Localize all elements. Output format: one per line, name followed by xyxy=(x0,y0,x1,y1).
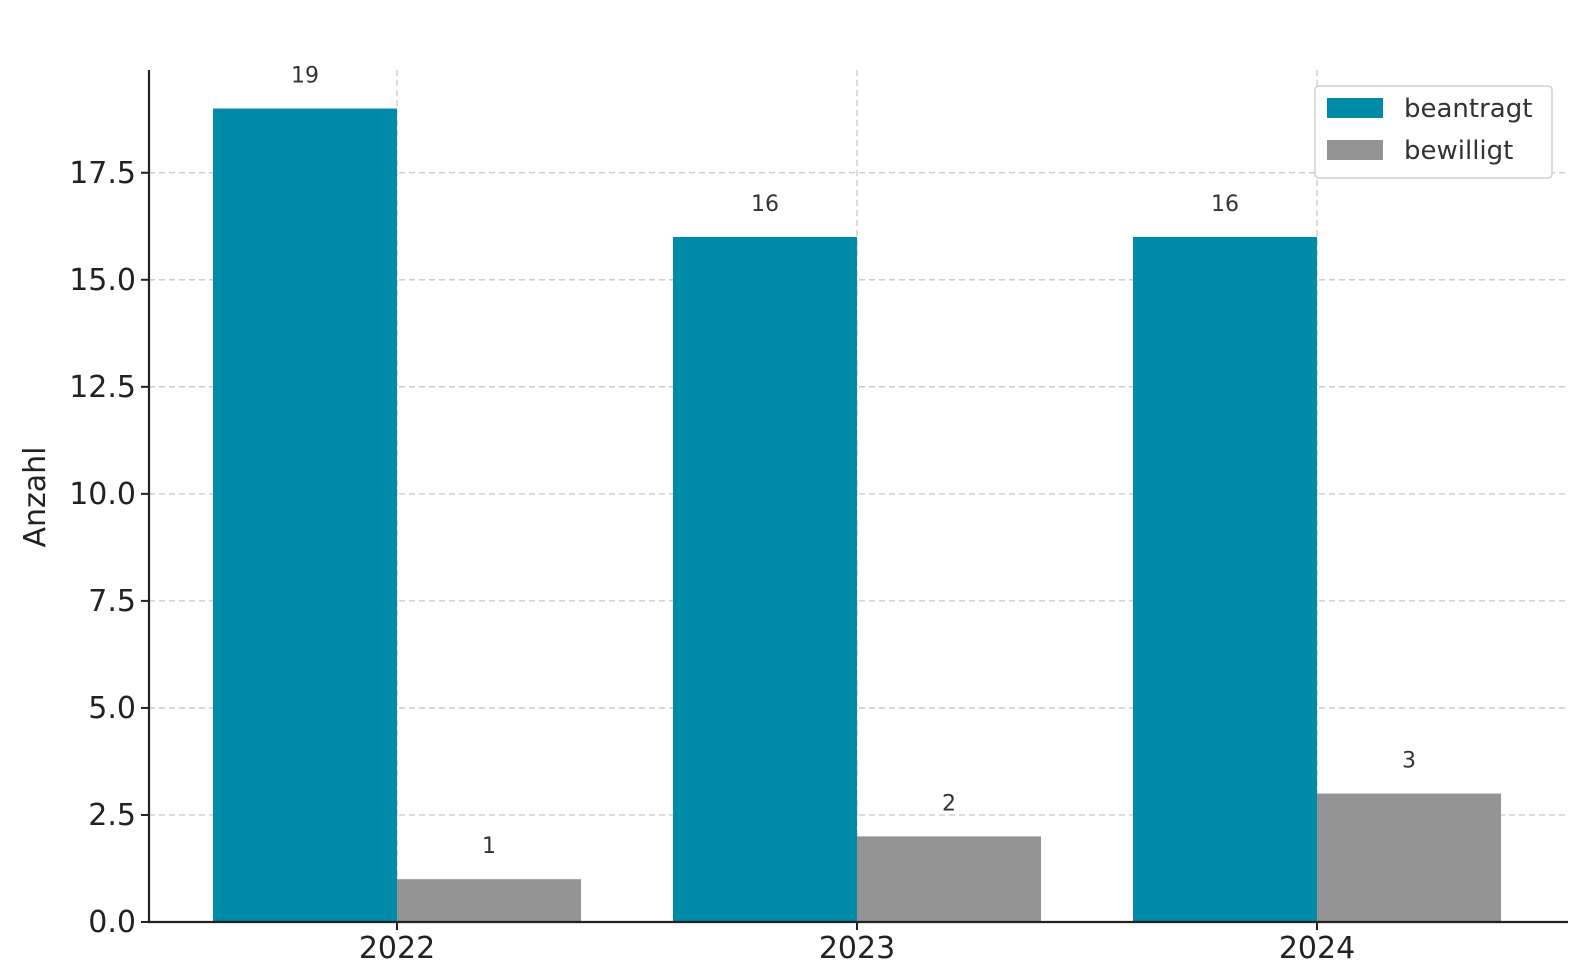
y-axis-label: Anzahl xyxy=(18,446,53,547)
y-tick-label: 12.5 xyxy=(69,370,136,405)
bar-bewilligt-2024 xyxy=(1317,793,1501,922)
data-label-beantragt-2024: 16 xyxy=(1211,192,1239,217)
y-ticks: 0.0 2.5 5.0 7.5 10.0 12.5 15.0 17.5 xyxy=(69,156,149,940)
data-label-bewilligt-2024: 3 xyxy=(1402,749,1416,774)
x-tick-label: 2023 xyxy=(819,931,895,966)
y-tick-label: 2.5 xyxy=(88,798,136,833)
bar-bewilligt-2023 xyxy=(857,836,1041,922)
data-label-bewilligt-2022: 1 xyxy=(482,834,496,859)
bars xyxy=(213,108,1501,923)
data-label-beantragt-2023: 16 xyxy=(751,192,779,217)
data-labels: 19 16 16 1 2 3 xyxy=(291,64,1416,860)
legend-label-bewilligt: bewilligt xyxy=(1404,136,1513,166)
y-tick-label: 0.0 xyxy=(88,905,136,940)
x-ticks: 2022 2023 2024 xyxy=(359,922,1355,966)
x-tick-label: 2024 xyxy=(1279,931,1355,966)
bar-beantragt-2024 xyxy=(1133,236,1317,923)
bar-beantragt-2022 xyxy=(213,108,397,923)
x-tick-label: 2022 xyxy=(359,931,435,966)
bar-bewilligt-2022 xyxy=(397,879,581,922)
y-tick-label: 7.5 xyxy=(88,584,136,619)
y-tick-label: 15.0 xyxy=(69,263,136,298)
legend-swatch-bewilligt xyxy=(1327,140,1383,160)
legend-label-beantragt: beantragt xyxy=(1404,94,1532,124)
bar-beantragt-2023 xyxy=(673,236,857,923)
data-label-beantragt-2022: 19 xyxy=(291,64,319,89)
y-tick-label: 5.0 xyxy=(88,691,136,726)
y-tick-label: 17.5 xyxy=(69,156,136,191)
legend: beantragt bewilligt xyxy=(1314,85,1553,179)
legend-swatch-beantragt xyxy=(1327,98,1383,118)
data-label-bewilligt-2023: 2 xyxy=(942,791,956,816)
y-tick-label: 10.0 xyxy=(69,477,136,512)
